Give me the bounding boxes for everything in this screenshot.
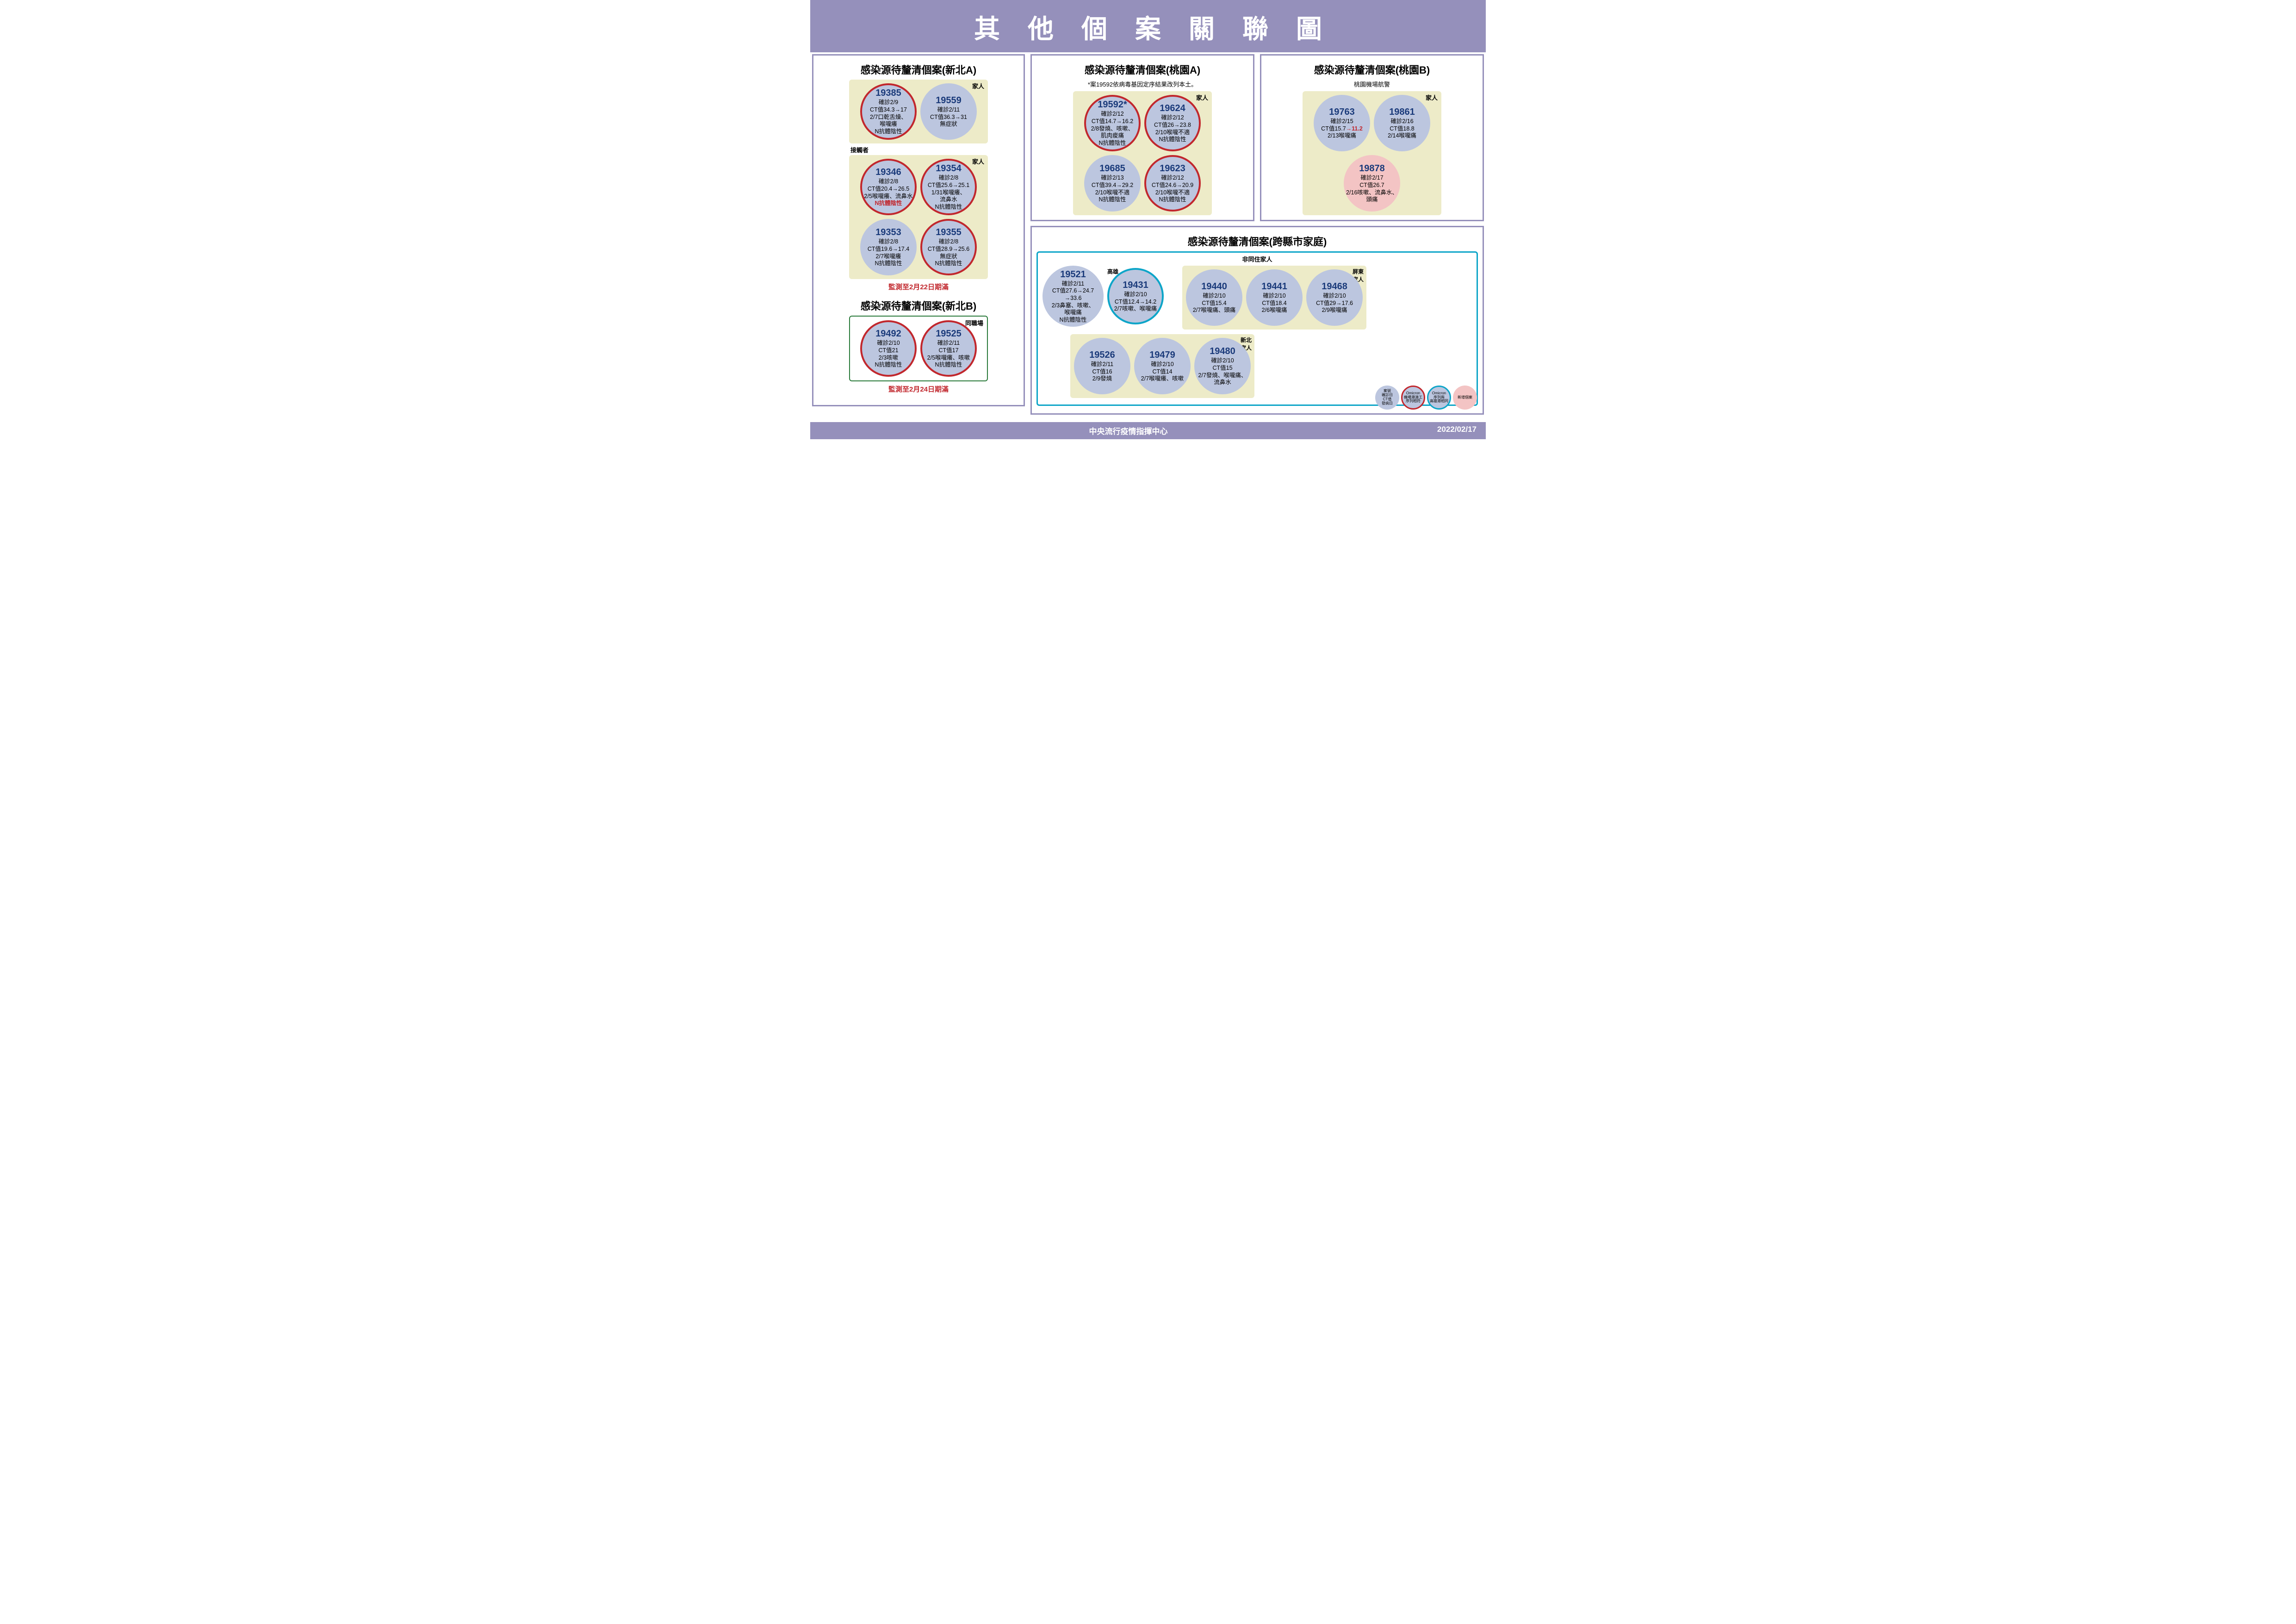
case-number: 19861: [1389, 106, 1415, 118]
cluster-title: 感染源待釐清個案(跨縣市家庭): [1036, 234, 1478, 249]
subgroup-pingtung: 屏東 家人 19440確診2/10CT值15.42/7喉嚨痛、頭痛19441確診…: [1182, 266, 1366, 330]
case-number: 19525: [936, 328, 962, 340]
group-cross-outer: 非同住家人 19521確診2/11CT值27.6→24.7→33.62/3鼻塞、…: [1036, 251, 1478, 406]
case-node: 19861確診2/16CT值18.82/14喉嚨痛: [1374, 95, 1430, 151]
case-number: 19623: [1160, 163, 1185, 174]
cluster-title: 感染源待釐清個案(新北A): [818, 62, 1019, 77]
case-node: 19468確診2/10CT值29→17.62/9喉嚨痛: [1306, 269, 1363, 326]
monitor-note: 監測至2月22日期滿: [818, 282, 1019, 292]
case-number: 19492: [875, 328, 901, 340]
case-number: 19468: [1322, 281, 1347, 292]
case-node: 19685確診2/13CT值39.4→29.22/10喉嚨不適N抗體陰性: [1084, 155, 1141, 212]
case-number: 19353: [875, 227, 901, 238]
case-number: 19346: [875, 167, 901, 178]
case-number: 19763: [1329, 106, 1355, 118]
group-tag: 家人: [1426, 93, 1438, 102]
case-number: 19440: [1201, 281, 1227, 292]
connector-label: 接觸者: [850, 145, 1019, 154]
case-number: 19624: [1160, 103, 1185, 114]
case-number: 19559: [936, 95, 962, 106]
group-tag: 家人: [972, 157, 984, 166]
legend: 案號 確診日 CT值 發病日Omicron 機場港澳工 序列相符Omicron …: [1375, 386, 1477, 410]
case-number: 19592*: [1098, 99, 1127, 111]
monitor-note: 監測至2月24日期滿: [818, 384, 1019, 394]
subgroup-xinbei: 新北 家人 19526確診2/11CT值162/9發燒19479確診2/10CT…: [1070, 334, 1254, 398]
case-node: 19431確診2/10CT值12.4→14.22/7咳嗽、喉嚨痛: [1107, 268, 1164, 324]
cluster-subtitle: *案19592依病毒基因定序結果改列本土。: [1036, 80, 1248, 88]
main-layout: 感染源待釐清個案(新北A) 家人 19385確診2/9CT值34.3→172/7…: [810, 52, 1486, 419]
case-number: 19878: [1359, 163, 1385, 174]
group-taoyuanA: 家人 19592*確診2/12CT值14.7→16.22/8發燒、咳嗽、肌肉痠痛…: [1073, 91, 1212, 215]
case-node: 19525確診2/11CT值172/5喉嚨癢、咳嗽N抗體陰性: [920, 320, 977, 377]
case-node: 19441確診2/10CT值18.42/6喉嚨痛: [1246, 269, 1303, 326]
case-number: 19431: [1123, 280, 1148, 291]
case-node: 19878確診2/17CT值26.72/16咳嗽、流鼻水、頭痛: [1344, 155, 1400, 212]
case-node: 19763確診2/15CT值15.7→11.22/13喉嚨痛: [1314, 95, 1370, 151]
case-number: 19354: [936, 163, 962, 174]
legend-chip: Omicron 機場港澳工 序列相符: [1401, 386, 1425, 410]
case-number: 19479: [1149, 349, 1175, 361]
cluster-title: 感染源待釐清個案(新北B): [818, 298, 1019, 313]
case-node: 19480確診2/10CT值152/7發燒、喉嚨痛、流鼻水: [1194, 338, 1251, 394]
legend-chip: Omicron 序列與 高雄港相同: [1427, 386, 1451, 410]
case-node: 19346確診2/8CT值20.4→26.52/5喉嚨癢、流鼻水N抗體陰性: [860, 159, 917, 215]
cluster-title: 感染源待釐清個案(桃園A): [1036, 62, 1248, 77]
case-node: 19354確診2/8CT值25.6→25.11/31喉嚨癢、流鼻水N抗體陰性: [920, 159, 977, 215]
group-xinbeiA-1: 家人 19385確診2/9CT值34.3→172/7口乾舌燥、喉嚨癢N抗體陰性1…: [849, 80, 988, 143]
case-node: 19521確診2/11CT值27.6→24.7→33.62/3鼻塞、咳嗽、喉嚨痛…: [1043, 266, 1104, 327]
footer-center: 中央流行疫情指揮中心: [819, 425, 1437, 436]
group-tag: 非同住家人: [1242, 255, 1272, 263]
case-number: 19480: [1210, 346, 1235, 357]
case-number: 19521: [1060, 269, 1086, 280]
case-node: 19559確診2/11CT值36.3→31無症狀: [920, 83, 977, 140]
case-number: 19385: [875, 87, 901, 99]
panel-xinbei-a: 感染源待釐清個案(新北A) 家人 19385確診2/9CT值34.3→172/7…: [812, 54, 1025, 406]
panel-taoyuan-a: 感染源待釐清個案(桃園A) *案19592依病毒基因定序結果改列本土。 家人 1…: [1030, 54, 1254, 221]
region-tag: 高雄: [1107, 268, 1118, 275]
case-node: 19592*確診2/12CT值14.7→16.22/8發燒、咳嗽、肌肉痠痛N抗體…: [1084, 95, 1141, 151]
group-tag: 家人: [1196, 93, 1208, 102]
case-number: 19526: [1089, 349, 1115, 361]
group-xinbeiA-2: 家人 19346確診2/8CT值20.4→26.52/5喉嚨癢、流鼻水N抗體陰性…: [849, 155, 988, 279]
panel-cross-county: 感染源待釐清個案(跨縣市家庭) 非同住家人 19521確診2/11CT值27.6…: [1030, 226, 1484, 415]
page-title: 其他個案關聯圖: [810, 0, 1486, 52]
case-node: 19623確診2/12CT值24.6→20.92/10喉嚨不適N抗體陰性: [1144, 155, 1201, 212]
case-number: 19355: [936, 227, 962, 238]
case-node: 19385確診2/9CT值34.3→172/7口乾舌燥、喉嚨癢N抗體陰性: [860, 83, 917, 140]
case-node: 19479確診2/10CT值142/7喉嚨癢、咳嗽: [1134, 338, 1191, 394]
case-number: 19441: [1261, 281, 1287, 292]
group-xinbeiB: 同職場 19492確診2/10CT值212/3咳嗽N抗體陰性19525確診2/1…: [849, 316, 988, 381]
cluster-subtitle: 桃園機場航警: [1266, 80, 1478, 88]
footer-date: 2022/02/17: [1437, 425, 1477, 436]
legend-chip: 案號 確診日 CT值 發病日: [1375, 386, 1399, 410]
panel-taoyuan-b: 感染源待釐清個案(桃園B) 桃園機場航警 家人 19763確診2/15CT值15…: [1260, 54, 1484, 221]
case-node: 19492確診2/10CT值212/3咳嗽N抗體陰性: [860, 320, 917, 377]
case-node: 19353確診2/8CT值19.6→17.42/7喉嚨癢N抗體陰性: [860, 219, 917, 275]
case-node: 19526確診2/11CT值162/9發燒: [1074, 338, 1130, 394]
group-taoyuanB: 家人 19763確診2/15CT值15.7→11.22/13喉嚨痛19861確診…: [1303, 91, 1441, 215]
footer: 中央流行疫情指揮中心 2022/02/17: [810, 422, 1486, 439]
case-node: 19440確診2/10CT值15.42/7喉嚨痛、頭痛: [1186, 269, 1242, 326]
case-node: 19624確診2/12CT值26→23.82/10喉嚨不適N抗體陰性: [1144, 95, 1201, 151]
legend-chip: 新增個案: [1453, 386, 1477, 410]
group-tag: 家人: [972, 81, 984, 90]
case-node: 19355確診2/8CT值28.9→25.6無症狀N抗體陰性: [920, 219, 977, 275]
group-tag: 同職場: [965, 318, 983, 327]
cluster-title: 感染源待釐清個案(桃園B): [1266, 62, 1478, 77]
case-number: 19685: [1099, 163, 1125, 174]
